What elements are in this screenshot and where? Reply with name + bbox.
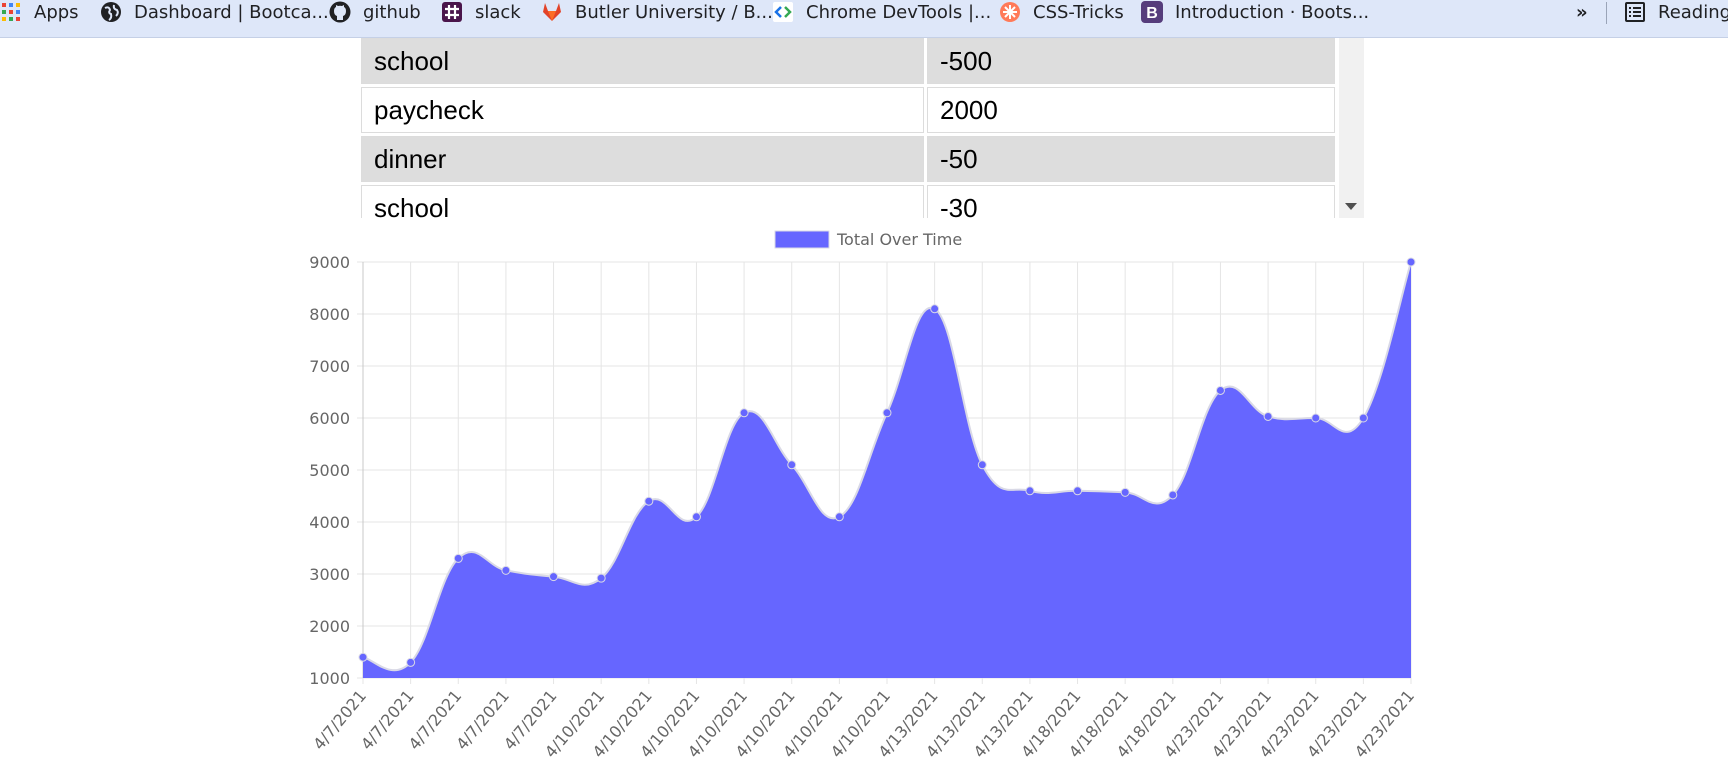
bookmark-chrome-devtools[interactable]: Chrome DevTools |... (772, 0, 991, 24)
svg-text:B: B (1146, 5, 1158, 22)
bookmark-label: github (363, 1, 421, 23)
data-point (691, 512, 701, 522)
data-point (453, 553, 463, 563)
y-tick-label: 4000 (309, 513, 350, 532)
gitlab-icon (541, 1, 563, 23)
transactions-table-container[interactable]: school -500 paycheck 2000 dinner -50 sch… (361, 38, 1339, 218)
scroll-down-arrow-icon[interactable] (1345, 203, 1357, 210)
data-point (977, 460, 987, 470)
y-tick-label: 8000 (309, 305, 350, 324)
apps-grid-icon (0, 1, 22, 23)
data-point (1406, 257, 1416, 267)
bootstrap-icon: B (1141, 1, 1163, 23)
bookmark-css-tricks[interactable]: CSS-Tricks (999, 0, 1124, 24)
reading-list-label: Reading (1658, 1, 1728, 23)
legend-swatch (774, 230, 830, 249)
reading-list-button[interactable]: Reading (1624, 0, 1728, 24)
y-tick-label: 2000 (309, 617, 350, 636)
bookmark-label: Apps (34, 1, 79, 23)
table-scrollbar[interactable] (1339, 38, 1364, 218)
table-row: school -500 (361, 38, 1335, 84)
data-point (834, 512, 844, 522)
transaction-amount: 2000 (927, 87, 1335, 133)
table-row: dinner -50 (361, 136, 1335, 182)
css-tricks-icon (999, 1, 1021, 23)
bookmark-dashboard[interactable]: Dashboard | Bootca... (100, 0, 329, 24)
bookmark-label: Dashboard | Bootca... (134, 1, 329, 23)
globe-icon (100, 1, 122, 23)
transaction-amount: -500 (927, 38, 1335, 84)
data-point (930, 304, 940, 314)
bookmark-github[interactable]: github (329, 0, 421, 24)
data-point (549, 572, 559, 582)
data-point (358, 652, 368, 662)
y-tick-label: 9000 (309, 253, 350, 272)
bookmark-label: Butler University / B... (575, 1, 773, 23)
data-point (739, 408, 749, 418)
table-row: school -30 (361, 185, 1335, 218)
chart-legend[interactable]: Total Over Time (774, 230, 962, 249)
bookmark-label: Introduction · Boots... (1175, 1, 1370, 23)
legend-label: Total Over Time (836, 230, 962, 249)
data-point (1358, 413, 1368, 423)
transactions-table: school -500 paycheck 2000 dinner -50 sch… (361, 38, 1338, 218)
y-tick-label: 5000 (309, 461, 350, 480)
data-point (501, 565, 511, 575)
bookmark-label: slack (475, 1, 521, 23)
bookmark-bootstrap[interactable]: B Introduction · Boots... (1141, 0, 1369, 24)
y-axis-ticks: 1000 2000 3000 4000 5000 6000 7000 8000 9000 (309, 253, 350, 688)
y-tick-label: 7000 (309, 357, 350, 376)
bookmark-label: CSS-Tricks (1033, 1, 1124, 23)
transaction-name: dinner (361, 136, 924, 182)
data-point (787, 460, 797, 470)
transaction-name: paycheck (361, 87, 924, 133)
github-icon (329, 1, 351, 23)
bookmarks-overflow-button[interactable]: » (1576, 0, 1588, 24)
devtools-icon (772, 1, 794, 23)
data-point (882, 408, 892, 418)
data-point (1168, 490, 1178, 500)
bookmark-slack[interactable]: slack (441, 0, 521, 24)
series-area (363, 262, 1411, 678)
transaction-name: school (361, 185, 924, 218)
reading-list-icon (1624, 1, 1646, 23)
data-point (1311, 413, 1321, 423)
chevron-double-right-icon: » (1576, 1, 1588, 23)
bookmarks-bar: Apps Dashboard | Bootca... github slack … (0, 0, 1728, 38)
total-over-time-chart: Total Over Time 1000 2000 3000 4000 5000 6000… (309, 230, 1418, 761)
series-points (358, 257, 1416, 667)
x-axis-ticks: 4/7/20214/7/20214/7/20214/7/20214/7/2021… (309, 686, 1418, 761)
data-point (596, 573, 606, 583)
slack-icon (441, 1, 463, 23)
y-tick-label: 6000 (309, 409, 350, 428)
data-point (1025, 486, 1035, 496)
data-point (644, 496, 654, 506)
transaction-amount: -50 (927, 136, 1335, 182)
transaction-name: school (361, 38, 924, 84)
data-point (1215, 385, 1225, 395)
table-row: paycheck 2000 (361, 87, 1335, 133)
data-point (406, 657, 416, 667)
y-tick-label: 3000 (309, 565, 350, 584)
data-point (1073, 486, 1083, 496)
data-point (1120, 487, 1130, 497)
bookmarks-separator (1606, 2, 1607, 24)
bookmark-butler-gitlab[interactable]: Butler University / B... (541, 0, 773, 24)
bookmark-apps[interactable]: Apps (0, 0, 79, 24)
transaction-amount: -30 (927, 185, 1335, 218)
y-tick-label: 1000 (309, 669, 350, 688)
bookmark-label: Chrome DevTools |... (806, 1, 992, 23)
data-point (1263, 411, 1273, 421)
